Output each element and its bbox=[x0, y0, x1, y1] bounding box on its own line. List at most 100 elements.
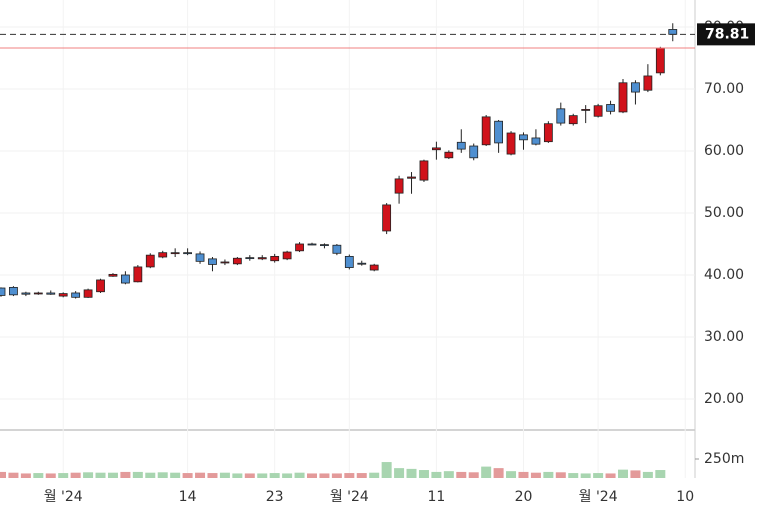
y-tick-label: 20.00 bbox=[704, 391, 744, 407]
volume-bar bbox=[0, 471, 6, 478]
volume-bar bbox=[207, 473, 218, 478]
candle-body bbox=[220, 261, 230, 264]
volume-bar bbox=[443, 471, 454, 478]
x-tick-label: 월 '24 bbox=[330, 489, 369, 505]
candle-body bbox=[556, 108, 566, 124]
volume-bar bbox=[232, 473, 243, 478]
volume-bar bbox=[456, 471, 467, 478]
candle-body bbox=[232, 257, 242, 265]
y-tick-label: 30.00 bbox=[704, 329, 744, 345]
x-tick-label: 23 bbox=[266, 489, 284, 505]
candle-body bbox=[543, 123, 553, 143]
volume-bar bbox=[630, 470, 641, 478]
candle-body bbox=[593, 105, 603, 117]
candle-body bbox=[394, 178, 404, 194]
candle-body bbox=[282, 251, 292, 260]
volume-bar bbox=[70, 472, 81, 478]
candle-body bbox=[456, 141, 466, 150]
candle-body bbox=[245, 257, 255, 260]
volume-bar bbox=[568, 473, 579, 478]
candle-body bbox=[506, 132, 516, 155]
candle-body bbox=[307, 243, 317, 246]
volume-bar bbox=[244, 473, 255, 478]
candle-body bbox=[195, 253, 205, 262]
candle-body bbox=[133, 266, 143, 283]
volume-bar bbox=[120, 471, 131, 478]
candle-body bbox=[96, 279, 105, 293]
volume-bar bbox=[506, 471, 517, 478]
x-tick-label: 월 '24 bbox=[44, 489, 83, 505]
candle-body bbox=[631, 82, 640, 93]
candle-body bbox=[158, 252, 168, 258]
volume-bar bbox=[605, 473, 616, 478]
volume-bar bbox=[319, 473, 330, 478]
volume-bar bbox=[493, 468, 504, 478]
candle-body bbox=[382, 204, 392, 232]
last-price-box bbox=[697, 23, 755, 46]
candle-body bbox=[519, 134, 528, 141]
volume-bar bbox=[580, 473, 591, 478]
volume-bar bbox=[33, 473, 44, 478]
volume-bar bbox=[394, 468, 405, 478]
volume-bar bbox=[145, 472, 156, 478]
volume-bar bbox=[406, 468, 417, 478]
volume-bar bbox=[369, 472, 380, 478]
candle-body bbox=[568, 115, 578, 125]
volume-bar bbox=[294, 472, 305, 478]
candle-body bbox=[0, 287, 6, 296]
volume-bar bbox=[182, 473, 193, 478]
volume-bar bbox=[518, 471, 529, 478]
candle-body bbox=[444, 151, 454, 159]
candle-body bbox=[668, 29, 678, 35]
candle-body bbox=[21, 292, 31, 295]
volume-bar bbox=[543, 471, 554, 478]
x-tick-label: 10 bbox=[676, 489, 694, 505]
volume-bar bbox=[655, 470, 666, 478]
candle-body bbox=[170, 252, 180, 255]
last-price-label: 78.81 bbox=[705, 26, 749, 42]
candle-body bbox=[145, 254, 155, 268]
volume-bar bbox=[83, 472, 94, 478]
x-tick-label: 11 bbox=[427, 489, 445, 505]
volume-bar bbox=[642, 471, 653, 478]
candle-body bbox=[357, 262, 367, 265]
candle-body bbox=[320, 244, 329, 247]
volume-bar bbox=[468, 472, 479, 478]
volume-bar bbox=[356, 473, 367, 478]
candle-body bbox=[208, 258, 217, 265]
volume-bar bbox=[530, 472, 541, 478]
volume-bar bbox=[58, 473, 69, 478]
candle-body bbox=[369, 264, 379, 271]
x-tick-label: 20 bbox=[515, 489, 533, 505]
volume-bar bbox=[219, 472, 230, 478]
candle-body bbox=[481, 116, 491, 146]
candle-body bbox=[431, 147, 441, 151]
candle-body bbox=[83, 289, 93, 298]
y-tick-label: 40.00 bbox=[704, 267, 744, 283]
y-tick-label: 70.00 bbox=[704, 81, 744, 97]
candle-body bbox=[531, 137, 541, 145]
volume-bar bbox=[331, 473, 342, 478]
candle-body bbox=[494, 120, 504, 144]
volume-tick-label: 250m bbox=[704, 451, 744, 467]
volume-bar bbox=[307, 473, 317, 478]
candle-body bbox=[618, 82, 628, 113]
volume-bar bbox=[20, 473, 31, 478]
volume-bar bbox=[195, 472, 206, 478]
candle-body bbox=[643, 75, 653, 91]
candle-body bbox=[295, 243, 304, 252]
volume-bar bbox=[8, 472, 19, 478]
volume-bar bbox=[107, 472, 118, 478]
x-tick-label: 월 '24 bbox=[579, 489, 618, 505]
candle-body bbox=[581, 109, 591, 111]
y-tick-label: 50.00 bbox=[704, 205, 744, 221]
candle-body bbox=[121, 274, 130, 284]
candle-body bbox=[108, 273, 118, 277]
candle-body bbox=[606, 104, 615, 112]
volume-bar bbox=[45, 473, 56, 478]
volume-bar bbox=[418, 470, 429, 478]
volume-bar bbox=[618, 469, 628, 478]
candle-body bbox=[655, 47, 665, 74]
